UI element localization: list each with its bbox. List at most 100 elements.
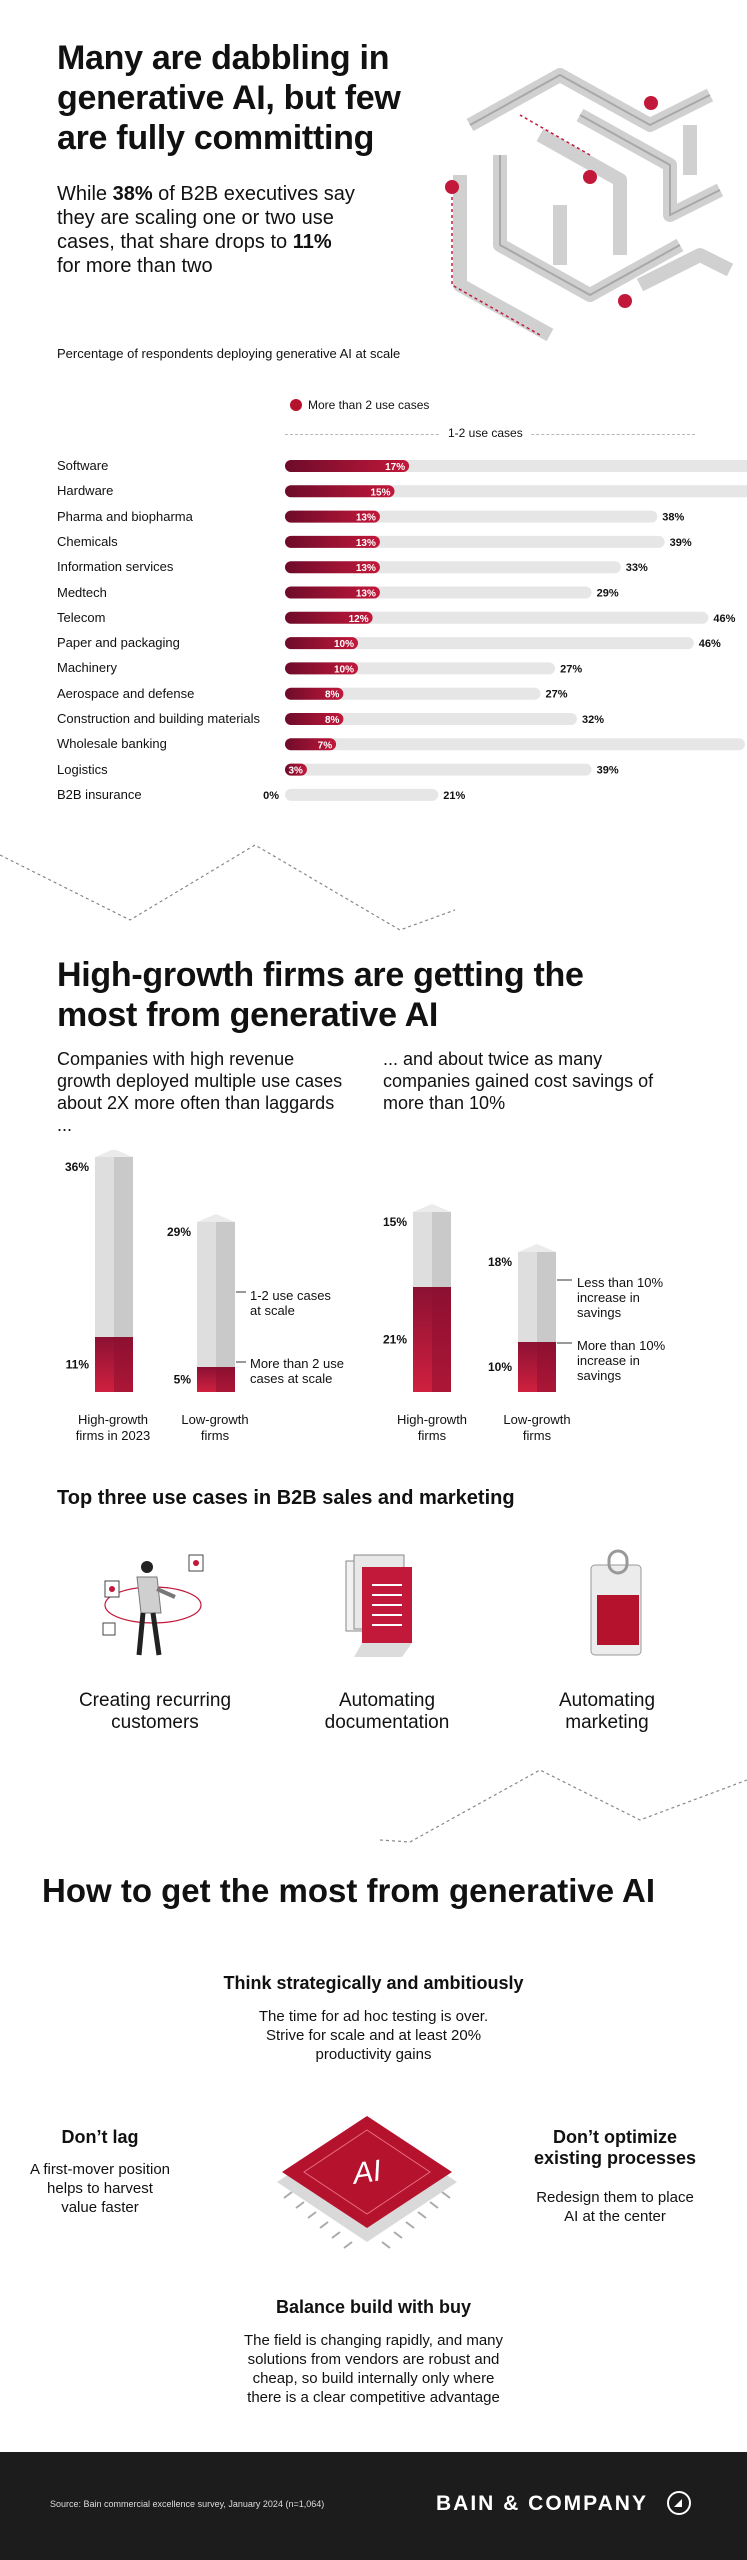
column-grey-shade <box>432 1212 451 1287</box>
legend-item-1-2: 1-2 use cases <box>440 426 531 440</box>
col3-caption: High-growth firms <box>377 1412 487 1444</box>
use-case-line: customers <box>111 1712 199 1733</box>
documents-icon <box>345 1554 412 1657</box>
intro-part: While <box>57 183 113 205</box>
bar-more-than-2 <box>285 637 358 650</box>
section2-title: High-growth firms are getting the most f… <box>57 956 584 1034</box>
bar-1-2-use-cases <box>285 637 694 650</box>
tip-line: Redesign them to place <box>536 2189 694 2206</box>
caption-line: High-growth <box>396 1412 468 1427</box>
section4-title: How to get the most from generative AI <box>42 1872 656 1909</box>
category-label: Hardware <box>57 483 114 499</box>
bar-1-2-use-cases <box>285 788 439 801</box>
source-note: Source: Bain commercial excellence surve… <box>50 2499 325 2509</box>
use-case-line: Automating <box>558 1690 656 1711</box>
column-grey-shade <box>114 1157 133 1337</box>
tip-line: productivity gains <box>315 2046 432 2063</box>
tip-line: The field is changing rapidly, and many <box>243 2332 504 2349</box>
category-label: Pharma and biopharma <box>57 508 193 524</box>
tip-line: AI at the center <box>564 2208 666 2225</box>
caption-line: firms <box>200 1428 230 1443</box>
tip-top-title: Think strategically and ambitiously <box>223 1973 524 1993</box>
column-grey-shade <box>537 1252 556 1342</box>
category-label: Medtech <box>57 584 107 600</box>
bar-more-than-2 <box>285 738 337 751</box>
category-label: Chemicals <box>57 533 118 549</box>
bar-1-2-use-cases <box>285 611 709 624</box>
column-top-cap <box>518 1244 556 1252</box>
legend-less-than-10: Less than 10% increase in savings <box>577 1275 663 1320</box>
tip-bottom-title: Balance build with buy <box>275 2297 472 2317</box>
column-value-red: 21% <box>383 1333 407 1347</box>
bar-more-than-2 <box>285 662 358 675</box>
tip-left-text: A first-mover position helps to harvest va… <box>20 2160 180 2217</box>
section2-right-text: ... and about twice as many companies ga… <box>383 1049 654 1113</box>
value-label-1-2: 38% <box>662 512 684 524</box>
caption-line: firms <box>522 1428 552 1443</box>
bain-logo: BAIN & COMPANY <box>436 2492 648 2515</box>
value-label-1-2: 39% <box>670 537 692 549</box>
value-label-1-2: 27% <box>546 689 568 701</box>
column-red-shade <box>114 1337 133 1392</box>
legend-more-than-2: More than 2 use cases at scale <box>250 1356 344 1386</box>
value-label-more-than-2: 12% <box>349 614 369 625</box>
column-value-grey: 18% <box>488 1255 512 1269</box>
intro-part: for more than two <box>57 255 213 277</box>
section3-title: Top three use cases in B2B sales and mar… <box>57 1487 515 1509</box>
bar-more-than-2 <box>285 535 380 548</box>
page-title: Many are dabbling in generative AI, but … <box>57 39 401 157</box>
column-value-grey: 29% <box>167 1225 191 1239</box>
bar-1-2-use-cases <box>285 485 747 498</box>
category-label: Telecom <box>57 609 106 625</box>
section-divider <box>0 844 456 931</box>
legend-line: More than 10% <box>577 1338 666 1353</box>
value-label-more-than-2: 3% <box>288 766 303 777</box>
intro-highlight-11: 11% <box>292 231 332 253</box>
caption-line: Low-growth <box>503 1412 571 1427</box>
legend-line: savings <box>577 1305 622 1320</box>
category-label: Wholesale banking <box>57 736 167 752</box>
legend-label: More than 2 use cases <box>308 398 430 412</box>
category-label: B2B insurance <box>57 786 142 802</box>
tip-top-text: The time for ad hoc testing is over. Stri… <box>150 2007 597 2064</box>
intro-highlight-38: 38% <box>112 183 153 205</box>
legend-line: More than 2 use <box>250 1356 344 1371</box>
bar-1-2-use-cases <box>285 738 745 751</box>
value-label-1-2: 27% <box>560 663 582 675</box>
value-label-1-2: 46% <box>713 613 735 625</box>
column-top-cap <box>95 1150 133 1157</box>
stacked-column-charts: 36% 11% 29% 5% 15% 21% 18% 10% <box>65 1150 572 1392</box>
section-divider-2 <box>380 1769 747 1843</box>
bar-more-than-2 <box>285 586 380 599</box>
value-label-1-2: 29% <box>597 588 619 600</box>
value-label-1-2: 46% <box>699 638 721 650</box>
legend-line: increase in <box>577 1290 640 1305</box>
tip-right-text: Redesign them to place AI at the center <box>500 2188 730 2226</box>
legend-swatch-red <box>290 399 302 411</box>
tip-right-title: Don’t optimize existing processes <box>500 2127 730 2169</box>
tip-line: cheap, so build internally only where <box>252 2370 495 2387</box>
tip-line: A first-mover position <box>29 2161 171 2178</box>
intro-text: While 38% of B2B executives say they are… <box>57 182 357 278</box>
legend-line: 1-2 use cases <box>250 1288 331 1303</box>
col2-caption: Low-growth firms <box>160 1412 270 1444</box>
bar-more-than-2 <box>285 763 307 776</box>
legend-1-2-use-cases: 1-2 use cases at scale <box>250 1288 331 1318</box>
column-value-red: 10% <box>488 1360 512 1374</box>
use-case-line: Automating <box>338 1690 436 1711</box>
column-value-grey: 15% <box>383 1215 407 1229</box>
legend-line: cases at scale <box>250 1371 333 1386</box>
bar-more-than-2 <box>285 611 373 624</box>
column-grey-shade <box>216 1222 235 1367</box>
tip-line: value faster <box>61 2199 139 2216</box>
legend-line: Less than 10% <box>577 1275 664 1290</box>
value-label-more-than-2: 8% <box>325 690 340 701</box>
value-label-more-than-2: 10% <box>334 664 354 675</box>
column-top-cap <box>413 1204 451 1212</box>
use-case-3: Automating marketing <box>507 1690 707 1734</box>
tip-line: The time for ad hoc testing is over. <box>258 2008 489 2025</box>
bar-more-than-2 <box>285 561 380 574</box>
bar-1-2-use-cases <box>285 713 577 725</box>
value-label-more-than-2: 10% <box>334 639 354 650</box>
column-red-shade <box>432 1287 451 1392</box>
